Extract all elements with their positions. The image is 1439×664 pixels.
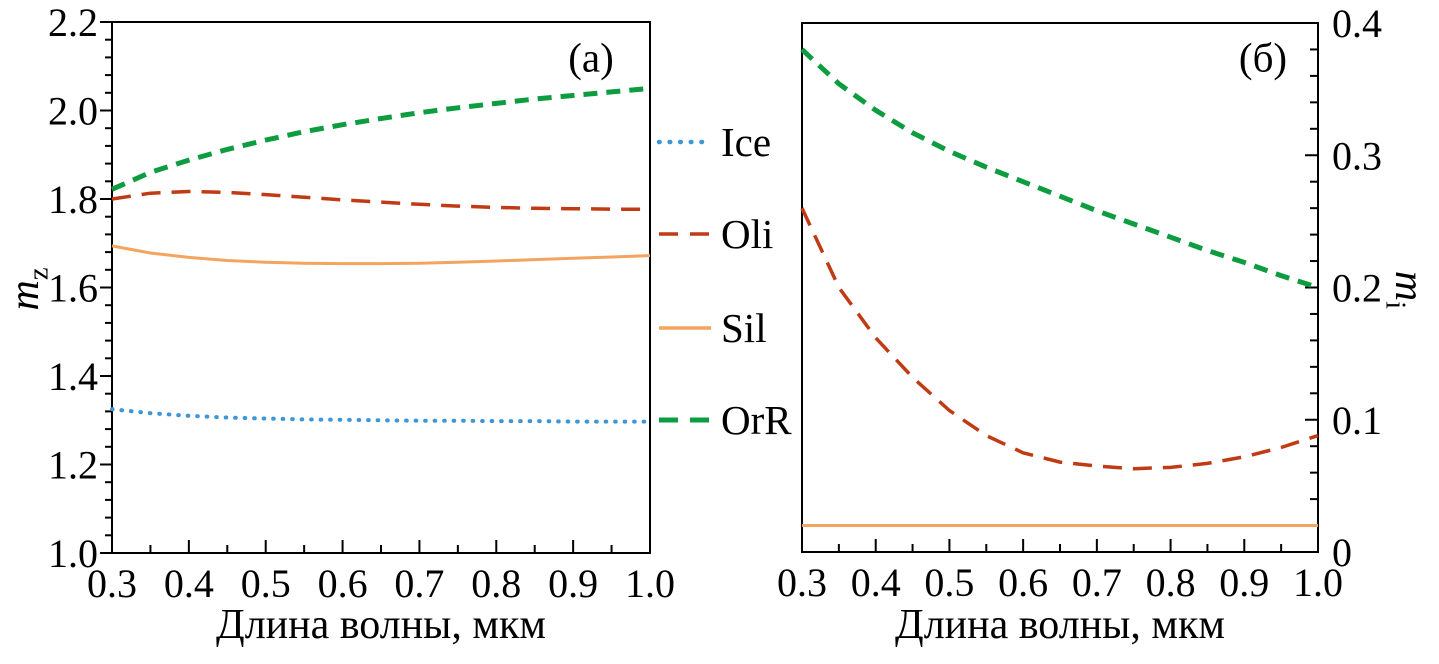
series-sil-line bbox=[111, 244, 651, 266]
x-tick-label: 0.9 bbox=[548, 561, 598, 606]
x-axis-title-b: Длина волны, мкм bbox=[895, 602, 1225, 648]
legend-item-orr: OrR bbox=[656, 396, 792, 444]
y-title-b-main: m bbox=[1386, 270, 1432, 302]
x-tick-label: 0.7 bbox=[394, 561, 444, 606]
y-axis-title-b: mi bbox=[1380, 270, 1432, 309]
x-tick-label: 0.8 bbox=[471, 561, 521, 606]
legend-label-oli: Oli bbox=[721, 210, 774, 257]
y-tick-label: 1.2 bbox=[48, 443, 98, 488]
y-tick-label: 1.8 bbox=[48, 177, 98, 222]
x-tick-label: 0.6 bbox=[318, 561, 368, 606]
y-axis-title-a: mz bbox=[2, 267, 54, 311]
y-title-b-sub: i bbox=[1379, 301, 1411, 310]
plot-frame bbox=[111, 21, 651, 554]
x-tick-label: 0.3 bbox=[87, 561, 137, 606]
x-tick-label: 0.6 bbox=[998, 560, 1048, 605]
series-orr-line bbox=[110, 85, 651, 192]
legend-sample-oli-icon bbox=[659, 232, 711, 236]
x-tick-label: 0.7 bbox=[1072, 560, 1122, 605]
y-title-a-sub: z bbox=[23, 267, 55, 281]
legend-label-orr: OrR bbox=[721, 396, 792, 443]
y-tick-label: 0.4 bbox=[1332, 1, 1382, 46]
x-tick-label: 1.0 bbox=[1293, 560, 1343, 605]
y-tick-label: 2.0 bbox=[48, 89, 98, 134]
y-tick-label: 0.1 bbox=[1332, 398, 1382, 443]
y-tick-label: 0 bbox=[1332, 530, 1352, 575]
x-tick-label: 0.8 bbox=[1146, 560, 1196, 605]
series-orr-line bbox=[800, 47, 1319, 290]
y-title-a-main: m bbox=[2, 280, 48, 311]
legend-label-sil: Sil bbox=[721, 304, 767, 351]
y-tick-label: 1.0 bbox=[48, 531, 98, 576]
legend-sample-orr-icon bbox=[659, 417, 711, 423]
x-axis-title-a: Длина волны, мкм bbox=[216, 602, 546, 648]
x-tick-label: 1.0 bbox=[625, 561, 675, 606]
x-tick-label: 0.3 bbox=[777, 560, 827, 605]
y-tick-label: 1.6 bbox=[48, 266, 98, 311]
x-tick-label: 0.4 bbox=[851, 560, 901, 605]
legend-item-oli: Oli bbox=[656, 210, 773, 258]
x-tick-label: 0.4 bbox=[164, 561, 214, 606]
panel-b-label: (б) bbox=[1238, 34, 1288, 81]
panel-a: 0.3 0.4 0.5 0.6 0.7 0.8 0.9 1.0 1.0 1.2 1.4 1.6 1.8 2… bbox=[48, 0, 675, 606]
x-tick-label: 0.9 bbox=[1219, 560, 1269, 605]
series-ice-line bbox=[110, 407, 652, 424]
y-tick-label: 0.2 bbox=[1332, 266, 1382, 311]
legend-item-sil: Sil bbox=[656, 304, 767, 352]
legend-sample-ice-icon bbox=[656, 139, 714, 145]
legend-sample-sil-icon bbox=[659, 326, 711, 330]
x-tick-label: 0.5 bbox=[924, 560, 974, 605]
series-oli-line bbox=[111, 189, 650, 211]
legend-label-ice: Ice bbox=[721, 118, 772, 165]
panel-b: 0.3 0.4 0.5 0.6 0.7 0.8 0.9 1.00 0.1 0.2 0.3 0.4 bbox=[777, 1, 1382, 605]
plot-frame bbox=[801, 22, 1319, 553]
x-tick-label: 0.5 bbox=[241, 561, 291, 606]
y-tick-label: 1.4 bbox=[48, 354, 98, 399]
legend-item-ice: Ice bbox=[656, 118, 771, 166]
series-oli-line bbox=[800, 207, 1319, 471]
y-tick-label: 0.3 bbox=[1332, 133, 1382, 178]
y-tick-label: 2.2 bbox=[48, 0, 98, 45]
panel-a-label: (а) bbox=[568, 34, 614, 81]
